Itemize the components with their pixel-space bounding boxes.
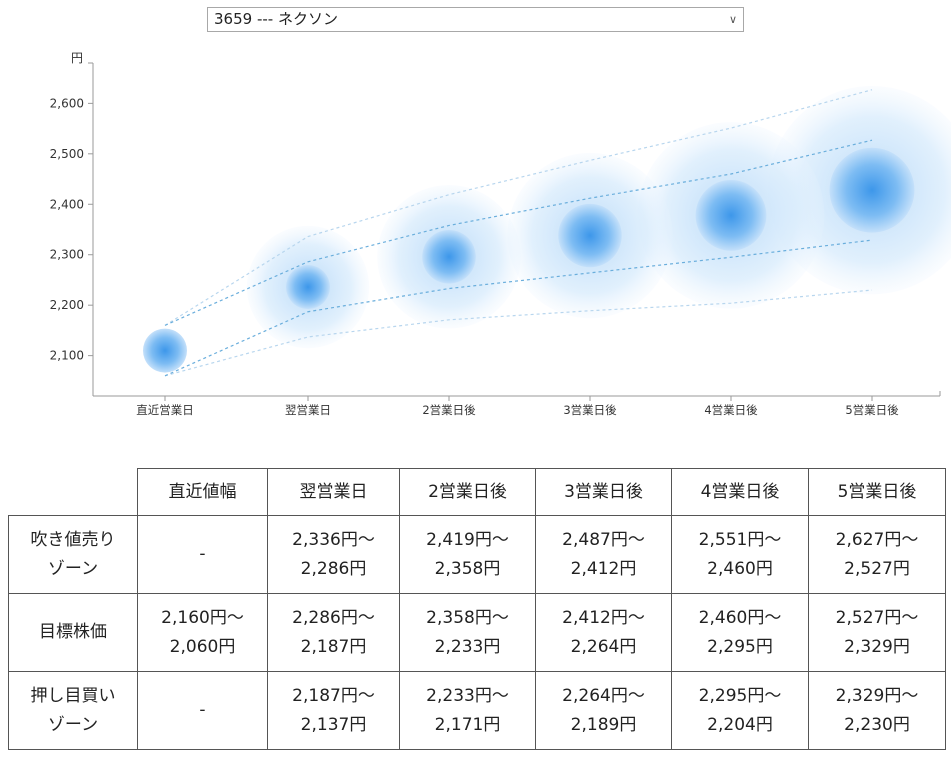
price-line: 2,160円〜 (161, 607, 244, 628)
price-cell: 2,487円〜 2,412円 (535, 515, 672, 594)
outer-lower-line (164, 289, 873, 377)
column-header: 4営業日後 (671, 468, 809, 516)
row-label: 押し目買い ゾーン (8, 671, 138, 750)
price-line: - (199, 700, 206, 720)
chevron-down-icon: ∨ (728, 13, 737, 26)
price-cell: 2,460円〜 2,295円 (671, 593, 809, 672)
target-price-bubble (558, 203, 622, 268)
x-tick-label: 3営業日後 (563, 403, 617, 417)
y-tick-label: 2,200 (50, 298, 84, 312)
stock-select[interactable]: 3659 --- ネクソン ∨ (207, 7, 744, 32)
column-header: 翌営業日 (267, 468, 400, 516)
price-cell: 2,412円〜 2,264円 (535, 593, 672, 672)
row-label-line: ゾーン (47, 558, 99, 579)
price-line: 2,336円〜 (292, 529, 375, 550)
price-cell: - (137, 671, 268, 750)
inner-lower-line (164, 239, 873, 377)
column-header: 5営業日後 (808, 468, 946, 516)
price-line: 2,527円〜 (835, 607, 919, 628)
price-line: 2,137円 (300, 714, 367, 735)
y-tick-label: 2,500 (50, 147, 84, 161)
x-tick-label: 5営業日後 (845, 403, 899, 417)
target-price-bubble (143, 328, 187, 373)
price-line: 2,329円〜 (835, 685, 919, 706)
table-row: 押し目買いゾーン - 2,187円〜 2,137円 2,233円〜 2,171円 2,264… (8, 671, 946, 750)
price-line: 2,264円 (570, 636, 637, 657)
price-cell: 2,233円〜 2,171円 (399, 671, 536, 750)
price-cell: 2,286円〜 2,187円 (267, 593, 400, 672)
price-cell: 2,295円〜 2,204円 (671, 671, 809, 750)
price-line: 2,171円 (434, 714, 501, 735)
row-label-line: 吹き値売り (30, 529, 116, 550)
price-cell: 2,627円〜 2,527円 (808, 515, 946, 594)
price-cell: 2,551円〜 2,460円 (671, 515, 809, 594)
price-line: 2,295円 (707, 636, 773, 657)
stock-select-value: 3659 --- ネクソン (214, 10, 338, 28)
price-line: 2,204円 (707, 714, 773, 735)
price-line: 2,286円〜 (292, 607, 375, 628)
x-tick-label: 翌営業日 (285, 403, 331, 417)
row-label-line: 目標株価 (39, 622, 107, 642)
price-cell: 2,264円〜 2,189円 (535, 671, 672, 750)
price-line: 2,264円〜 (562, 685, 645, 706)
row-label: 目標株価 (8, 593, 138, 672)
price-cell: 2,160円〜 2,060円 (137, 593, 268, 672)
table-row: 目標株価 2,160円〜 2,060円 2,286円〜 2,187円 2,358円〜 2,2… (8, 593, 946, 672)
y-axis-unit: 円 (71, 51, 83, 65)
price-line: 2,487円〜 (562, 529, 645, 550)
price-line: 2,329円 (844, 636, 910, 657)
price-line: 2,286円 (300, 558, 367, 579)
price-line: 2,627円〜 (835, 529, 919, 550)
zone-table: 直近値幅 翌営業日 2営業日後 3営業日後 4営業日後 5営業日後 吹き値売りゾーン - 2,… (8, 468, 946, 750)
price-cell: 2,336円〜 2,286円 (267, 515, 400, 594)
price-cell: - (137, 515, 268, 594)
price-line: 2,460円〜 (698, 607, 782, 628)
y-tick-label: 2,600 (50, 96, 84, 110)
price-line: 2,412円〜 (562, 607, 645, 628)
price-line: 2,358円〜 (426, 607, 509, 628)
price-line: 2,551円〜 (698, 529, 782, 550)
price-line: 2,060円 (169, 636, 236, 657)
price-line: 2,187円〜 (292, 685, 375, 706)
row-label-line: 押し目買い (30, 685, 116, 706)
target-price-bubble (286, 265, 330, 310)
column-header: 2営業日後 (399, 468, 536, 516)
column-header: 3営業日後 (535, 468, 672, 516)
price-line: 2,412円 (570, 558, 637, 579)
price-cell: 2,527円〜 2,329円 (808, 593, 946, 672)
price-forecast-chart: 円 2,100 2,200 2,300 2,400 2,500 2,600 直近営業日 翌営業日… (50, 51, 951, 417)
x-tick-label: 2営業日後 (422, 403, 476, 417)
price-line: 2,189円 (570, 714, 637, 735)
x-tick-label: 直近営業日 (136, 403, 194, 417)
price-line: 2,233円〜 (426, 685, 509, 706)
target-price-bubble (695, 179, 767, 251)
price-cell: 2,419円〜 2,358円 (399, 515, 536, 594)
outer-upper-line (164, 89, 873, 326)
price-line: 2,358円 (434, 558, 501, 579)
x-tick-label: 4営業日後 (704, 403, 758, 417)
row-label: 吹き値売り ゾーン (8, 515, 138, 594)
price-line: 2,295円〜 (698, 685, 782, 706)
price-line: 2,187円 (300, 636, 367, 657)
price-line: 2,460円 (707, 558, 773, 579)
price-line: 2,527円 (844, 558, 910, 579)
price-cell: 2,329円〜 2,230円 (808, 671, 946, 750)
price-line: 2,233円 (434, 636, 501, 657)
column-header: 直近値幅 (137, 468, 268, 516)
table-row: 吹き値売りゾーン - 2,336円〜 2,286円 2,419円〜 2,358円 2,487… (8, 515, 946, 594)
target-price-bubble (829, 147, 915, 233)
target-price-bubble (422, 229, 476, 284)
y-tick-label: 2,400 (50, 197, 84, 211)
price-line: - (199, 544, 206, 564)
y-tick-label: 2,100 (50, 349, 84, 363)
inner-upper-line (164, 139, 873, 326)
price-cell: 2,358円〜 2,233円 (399, 593, 536, 672)
price-line: 2,419円〜 (426, 529, 509, 550)
y-tick-label: 2,300 (50, 248, 84, 262)
price-cell: 2,187円〜 2,137円 (267, 671, 400, 750)
price-line: 2,230円 (844, 714, 910, 735)
row-label-line: ゾーン (47, 714, 99, 735)
header-blank (8, 468, 138, 516)
